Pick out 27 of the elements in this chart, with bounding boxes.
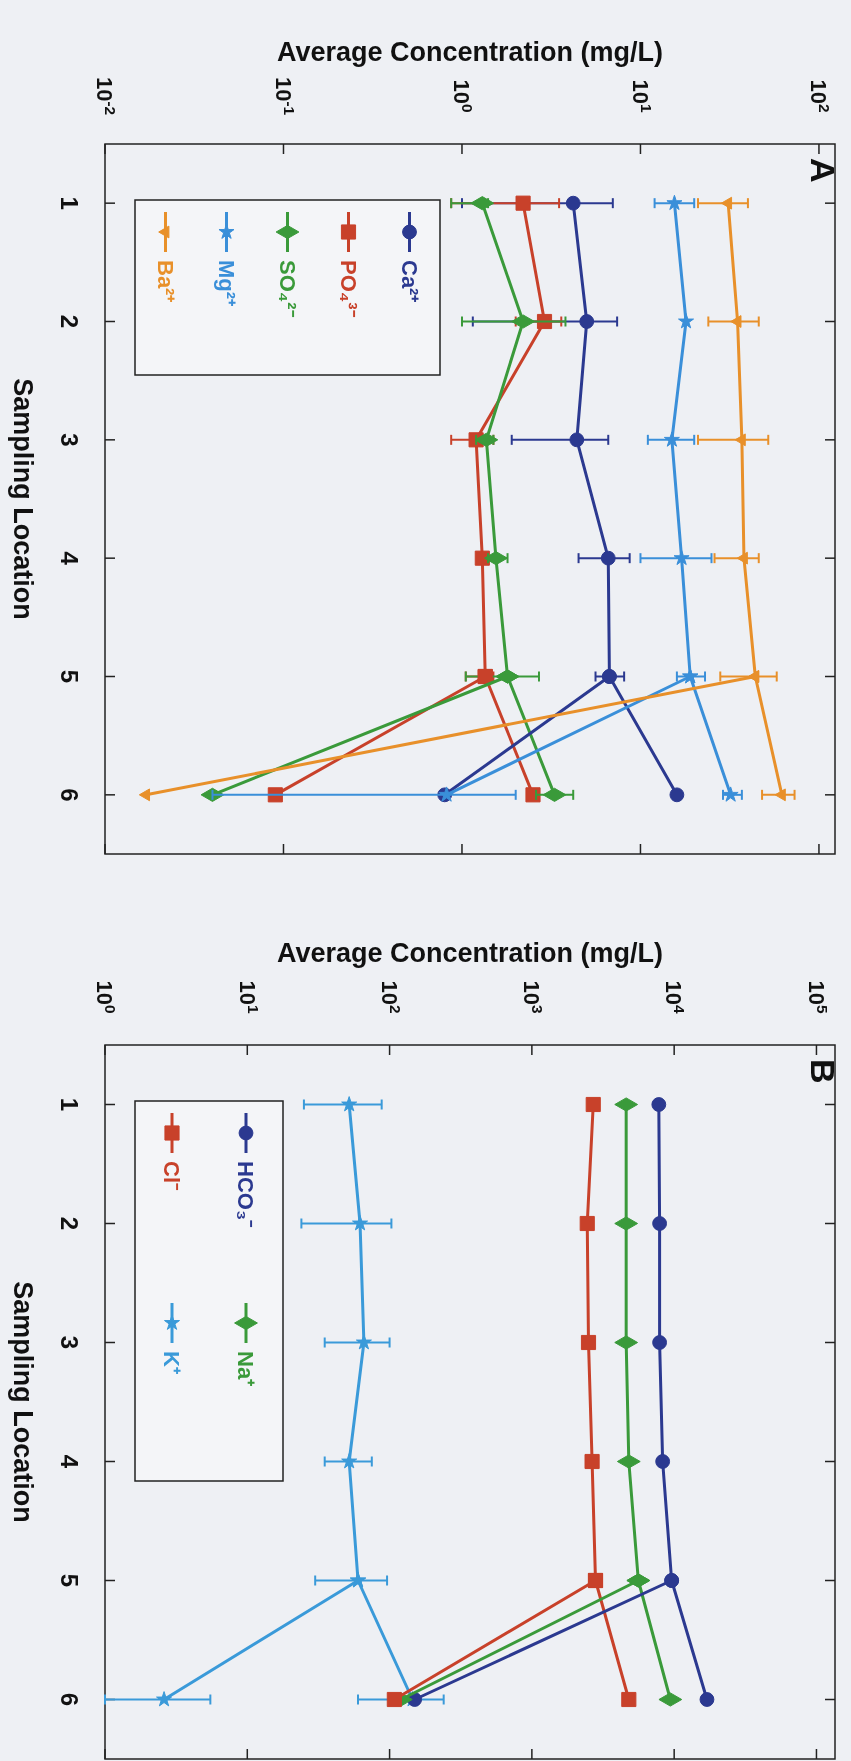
y-tick-label: 2 — [55, 314, 83, 329]
legend-label: SO₄²⁻ — [274, 260, 300, 318]
y-tick-label: 2 — [55, 1216, 83, 1231]
legend-label: Ca²⁺ — [396, 260, 422, 304]
y-tick-label: 1 — [55, 1097, 83, 1112]
chart-title: A — [804, 158, 842, 183]
legend-label: Cl⁻ — [159, 1161, 185, 1191]
legend-label: Na⁺ — [233, 1351, 259, 1388]
x-axis-title: Average Concentration (mg/L) — [276, 37, 664, 68]
y-tick-label: 3 — [55, 433, 83, 447]
y-axis-title: Sampling Location — [7, 378, 38, 620]
legend-label: PO₄³⁻ — [335, 260, 361, 318]
y-tick-label: 3 — [55, 1335, 83, 1350]
legend-label: HCO₃⁻ — [233, 1161, 259, 1229]
y-tick-label: 1 — [55, 196, 83, 210]
y-tick-label: 4 — [55, 1454, 83, 1469]
y-tick-label: 5 — [55, 669, 83, 684]
legend-label: Ba²⁺ — [152, 260, 178, 304]
y-tick-label: 6 — [55, 788, 83, 802]
y-axis-title: Sampling Location — [7, 1281, 38, 1523]
x-axis-title: Average Concentration (mg/L) — [276, 938, 664, 969]
chart-title: B — [804, 1059, 842, 1084]
legend-label: Mg²⁺ — [213, 260, 239, 308]
y-tick-label: 6 — [55, 1692, 83, 1707]
y-tick-label: 5 — [55, 1573, 83, 1588]
legend-label: K⁺ — [159, 1351, 185, 1375]
y-tick-label: 4 — [55, 551, 83, 566]
